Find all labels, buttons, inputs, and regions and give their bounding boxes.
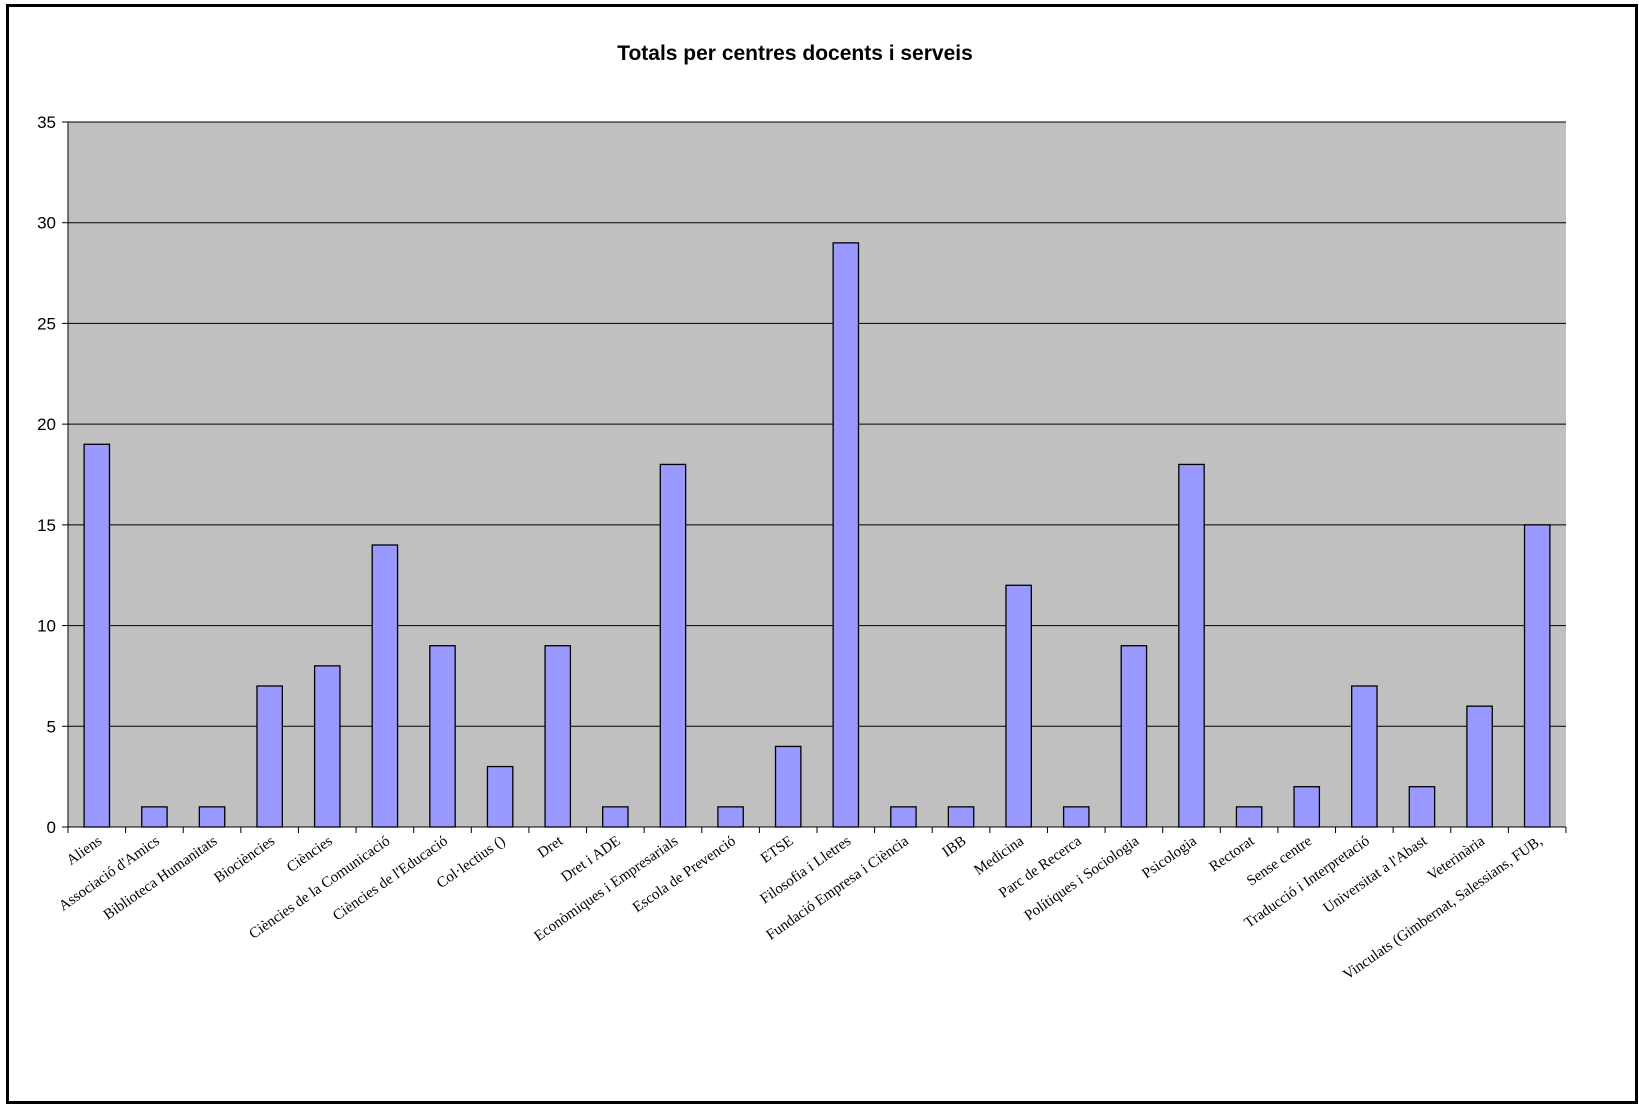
bar (429, 645, 456, 828)
bar-chart: Totals per centres docents i serveis 0 5 1… (37, 42, 1567, 984)
x-tick-label: Vinculats (Gimbernat, Salessians, FUB, (1340, 833, 1545, 983)
y-tick-label: 0 (47, 818, 56, 837)
bar (256, 685, 283, 828)
plot-area (68, 122, 1566, 827)
bar (1235, 806, 1263, 828)
bar (371, 544, 399, 828)
bar (141, 806, 168, 828)
bar (1062, 806, 1090, 828)
y-tick-label: 15 (37, 516, 56, 535)
y-tick-label: 5 (47, 717, 56, 736)
x-tick-label: Universitat a l'Abast (1321, 833, 1431, 917)
bar (1293, 786, 1321, 828)
y-tick-label: 30 (37, 214, 56, 233)
chart-frame: Totals per centres docents i serveis 0 5 1… (6, 4, 1638, 1104)
y-tick-label: 25 (37, 314, 56, 333)
bar (544, 645, 572, 828)
x-tick-label: Dret (535, 833, 567, 862)
x-tick-label: Associació d'Amics (56, 833, 163, 914)
bar (890, 806, 917, 828)
bar (198, 806, 226, 828)
chart-title: Totals per centres docents i serveis (617, 42, 973, 65)
bar (1178, 463, 1205, 828)
bar (602, 806, 629, 828)
x-tick-label: Rectorat (1207, 833, 1258, 876)
bar (83, 443, 111, 828)
x-tick-label: Escola de Prevenció (630, 833, 739, 916)
bar (774, 745, 802, 828)
x-tick-label: IBB (940, 833, 970, 860)
x-tick-label: Psicologia (1139, 833, 1200, 882)
y-tick-label: 35 (37, 113, 56, 132)
gridlines (68, 121, 1566, 727)
x-tick-label: Aliens (64, 833, 105, 869)
bar (1351, 685, 1378, 828)
y-tick-label: 10 (37, 617, 56, 636)
axes (62, 121, 1567, 833)
bars (83, 242, 1551, 828)
bar (1005, 584, 1032, 828)
y-tick-labels: 0 5 10 15 20 25 30 35 (37, 113, 56, 837)
x-tick-label: Ciències (284, 833, 336, 876)
bar (717, 806, 744, 828)
bar (832, 242, 860, 828)
bar (1466, 705, 1493, 828)
bar (486, 765, 514, 828)
x-tick-label: ETSE (758, 833, 797, 867)
bar (659, 463, 687, 828)
bar (1408, 786, 1436, 828)
bar (1120, 645, 1148, 828)
bar (313, 665, 341, 828)
x-tick-label: Biociències (211, 833, 278, 886)
bar (1523, 524, 1551, 828)
y-tick-label: 20 (37, 415, 56, 434)
bar (947, 806, 975, 828)
